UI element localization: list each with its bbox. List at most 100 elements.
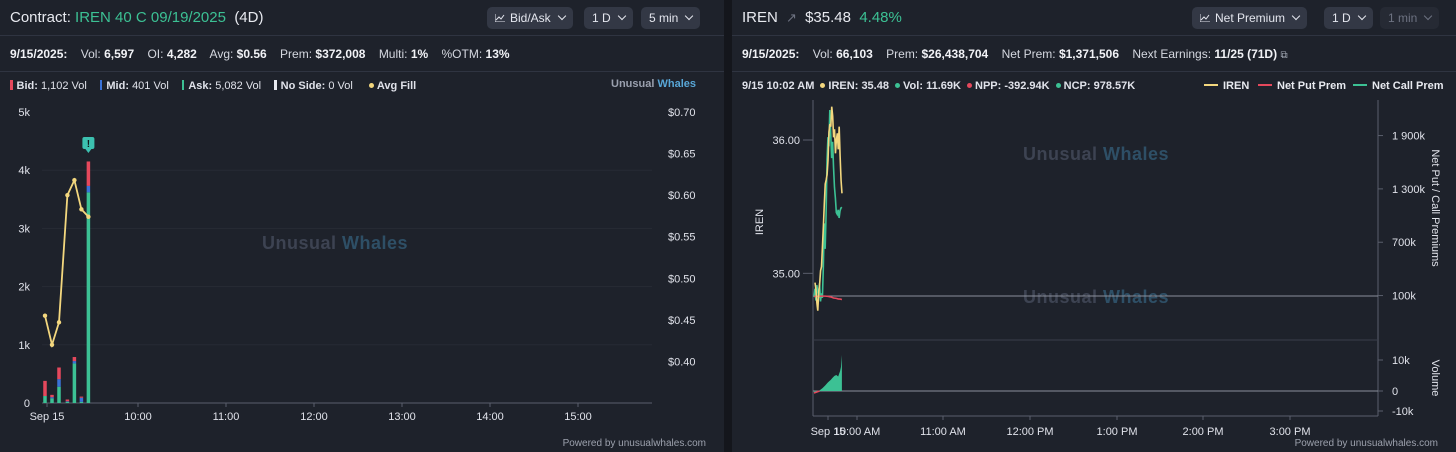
volume-bar-bid bbox=[43, 380, 47, 397]
interval-label: 5 min bbox=[649, 11, 679, 25]
volume-bar-ask bbox=[86, 192, 91, 403]
contract-dte: (4D) bbox=[234, 9, 264, 26]
avg-fill-point bbox=[49, 342, 55, 347]
range-dropdown[interactable]: 1 D bbox=[1324, 7, 1373, 29]
contract-stats: 9/15/2025: Vol: 6,597 OI: 4,282 Avg: $0.… bbox=[0, 36, 724, 72]
legend-avg-fill[interactable]: Avg Fill bbox=[366, 80, 416, 92]
price-tick-label: 35.00 bbox=[772, 268, 800, 280]
y-tick-label: 2k bbox=[18, 282, 30, 294]
ticker-title: IREN ↗ $35.48 4.48% bbox=[742, 9, 902, 26]
avg-fill-point bbox=[42, 313, 48, 318]
y-tick-label: 3k bbox=[18, 223, 30, 235]
stats-next-earnings[interactable]: Next Earnings: 11/25 (71D) ⧉ bbox=[1132, 47, 1288, 61]
stats-otm: %OTM: 13% bbox=[441, 47, 510, 61]
stats-volume: Vol: 6,597 bbox=[80, 47, 135, 61]
flow-alert-icon: ! bbox=[87, 139, 90, 150]
x-tick-label: 1:00 PM bbox=[1097, 426, 1138, 438]
net-premium-chart[interactable]: 36.00 35.00 IREN 1 900k 1 300k 700k 100k Net Pu… bbox=[732, 0, 1456, 452]
volume-bar-mid bbox=[86, 185, 91, 193]
y-tick-label: 4k bbox=[18, 165, 30, 177]
chart-mode-dropdown[interactable]: Net Premium bbox=[1192, 7, 1308, 29]
legend-bid[interactable]: Bid: 1,102 Vol bbox=[10, 80, 87, 92]
info-ncp: NCP: 978.57K bbox=[1063, 80, 1136, 92]
y2-tick-label: $0.50 bbox=[668, 273, 696, 285]
x-tick-label: 2:00 PM bbox=[1183, 426, 1224, 438]
volume-tick-label: -10k bbox=[1392, 406, 1414, 418]
volume-bar-mid bbox=[50, 397, 54, 399]
volume-bar-bid bbox=[65, 399, 70, 402]
contract-volume-chart[interactable]: 5k 4k 3k 2k 1k 0 $0.70 $0.65 $0.60 $0.55 $0.50 $0.4… bbox=[0, 0, 724, 452]
line-chart-icon bbox=[495, 14, 505, 22]
legend-net-call-prem[interactable]: Net Call Prem bbox=[1353, 80, 1444, 92]
volume-bar-ask bbox=[72, 363, 77, 403]
volume-bar-bid bbox=[79, 396, 84, 398]
avg-fill-point bbox=[65, 192, 70, 198]
external-link-icon[interactable]: ⧉ bbox=[1280, 50, 1288, 61]
flow-alert-badge-tail bbox=[85, 149, 92, 153]
price-axis-label: IREN bbox=[754, 209, 766, 235]
premium-tick-label: 1 900k bbox=[1392, 131, 1426, 143]
powered-by[interactable]: Powered by unusualwhales.com bbox=[1294, 438, 1438, 449]
contract-title: Contract: IREN 40 C 09/19/2025 (4D) bbox=[10, 9, 263, 26]
y2-tick-label: $0.40 bbox=[668, 356, 696, 368]
powered-by[interactable]: Powered by unusualwhales.com bbox=[562, 438, 706, 449]
stats-oi: OI: 4,282 bbox=[147, 47, 197, 61]
ticker-symbol[interactable]: IREN bbox=[742, 9, 778, 26]
volume-area bbox=[814, 354, 842, 392]
volume-legend: Bid: 1,102 Vol Mid: 401 Vol Ask: 5,082 V… bbox=[0, 74, 724, 98]
avg-fill-point bbox=[79, 207, 84, 212]
external-link-icon[interactable]: ↗ bbox=[786, 10, 797, 25]
stats-premium: Prem: $372,008 bbox=[280, 47, 366, 61]
x-tick-label: 11:00 bbox=[213, 411, 240, 423]
legend-mid[interactable]: Mid: 401 Vol bbox=[99, 80, 169, 92]
net-put-prem-line bbox=[813, 295, 843, 301]
premium-axis-label: Net Put / Call Premiums bbox=[1429, 149, 1441, 267]
volume-bar-ask bbox=[50, 398, 54, 403]
info-iren: IREN: 35.48 bbox=[828, 80, 889, 92]
volume-bar-ask bbox=[57, 386, 61, 403]
x-tick-label: 11:00 AM bbox=[920, 426, 966, 438]
avg-fill-line bbox=[44, 177, 90, 349]
chart-mode-label: Bid/Ask bbox=[510, 11, 551, 25]
volume-bar-ask bbox=[79, 401, 84, 403]
interval-label: 1 min bbox=[1388, 11, 1418, 25]
stats-premium: Prem: $26,438,704 bbox=[886, 47, 989, 61]
y-tick-label: 5k bbox=[18, 107, 30, 119]
legend-net-put-prem[interactable]: Net Put Prem bbox=[1258, 80, 1346, 92]
x-tick-label: 10:00 bbox=[124, 411, 152, 423]
stats-multi: Multi: 1% bbox=[378, 47, 429, 61]
volume-bar-ask bbox=[43, 396, 47, 403]
flow-alert-badge bbox=[82, 137, 95, 149]
legend-ask[interactable]: Ask: 5,082 Vol bbox=[181, 80, 261, 92]
interval-dropdown[interactable]: 1 min bbox=[1380, 7, 1440, 29]
x-tick-label: Sep 15 bbox=[30, 411, 65, 423]
contract-symbol[interactable]: IREN 40 C 09/19/2025 bbox=[75, 9, 226, 26]
volume-bar-mid bbox=[57, 379, 61, 387]
volume-bar-bid bbox=[86, 161, 91, 186]
range-dropdown[interactable]: 1 D bbox=[584, 7, 633, 29]
chart-watermark: Unusual Whales bbox=[262, 233, 409, 253]
y-tick-label: 1k bbox=[18, 340, 30, 352]
volume-tick-label: 10k bbox=[1392, 355, 1410, 367]
info-vol: Vol: 11.69K bbox=[903, 80, 961, 92]
stats-date: 9/15/2025: bbox=[10, 47, 68, 61]
info-npp: NPP: -392.94K bbox=[975, 80, 1050, 92]
legend-no-side[interactable]: No Side: 0 Vol bbox=[274, 80, 353, 92]
legend-iren[interactable]: IREN bbox=[1204, 80, 1249, 92]
y2-tick-label: $0.60 bbox=[668, 190, 696, 202]
contract-title-prefix: Contract: bbox=[10, 9, 76, 26]
chart-mode-dropdown[interactable]: Bid/Ask bbox=[487, 7, 573, 29]
volume-bar-bid bbox=[72, 357, 77, 362]
premium-tick-label: 700k bbox=[1392, 237, 1416, 249]
range-label: 1 D bbox=[592, 11, 611, 25]
volume-bar-bid bbox=[50, 394, 54, 398]
premium-tick-label: 100k bbox=[1392, 291, 1416, 303]
x-tick-label: 14:00 bbox=[476, 411, 504, 423]
avg-fill-point bbox=[86, 214, 91, 219]
volume-axis-label: Volume bbox=[1429, 360, 1441, 397]
interval-dropdown[interactable]: 5 min bbox=[641, 7, 701, 29]
x-tick-label: 12:00 PM bbox=[1006, 426, 1053, 438]
chart-info-row: 9/15 10:02 AM IREN: 35.48 Vol: 11.69K NP… bbox=[732, 74, 1456, 98]
price-tick-label: 36.00 bbox=[772, 135, 800, 147]
x-tick-label: Sep 15 bbox=[811, 426, 846, 438]
